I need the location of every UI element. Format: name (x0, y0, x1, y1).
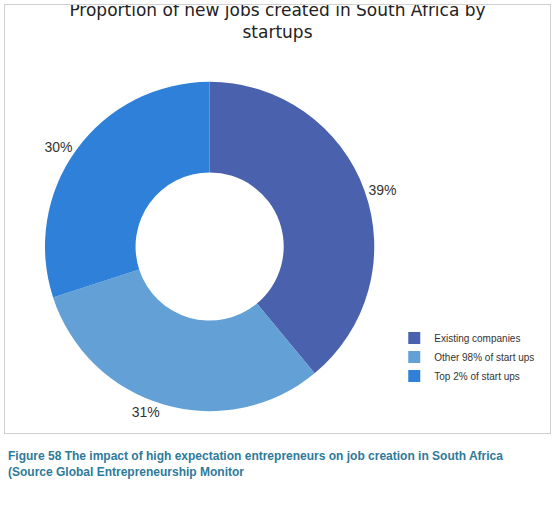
html-text:Figure 58 The impact of high e: Figure 58 The impact of high expectation… (8, 449, 503, 479)
svg-text:31%: 31% (132, 404, 160, 420)
svg-text:30%: 30% (44, 139, 72, 155)
svg-text:Existing companies: Existing companies (434, 333, 520, 344)
svg-text:Proportion of new jobs created: Proportion of new jobs created in South … (69, 5, 485, 42)
svg-text:39%: 39% (369, 182, 397, 198)
svg-text:Top 2% of start ups: Top 2% of start ups (434, 371, 520, 382)
svg-text:Other 98% of start ups: Other 98% of start ups (434, 352, 534, 363)
